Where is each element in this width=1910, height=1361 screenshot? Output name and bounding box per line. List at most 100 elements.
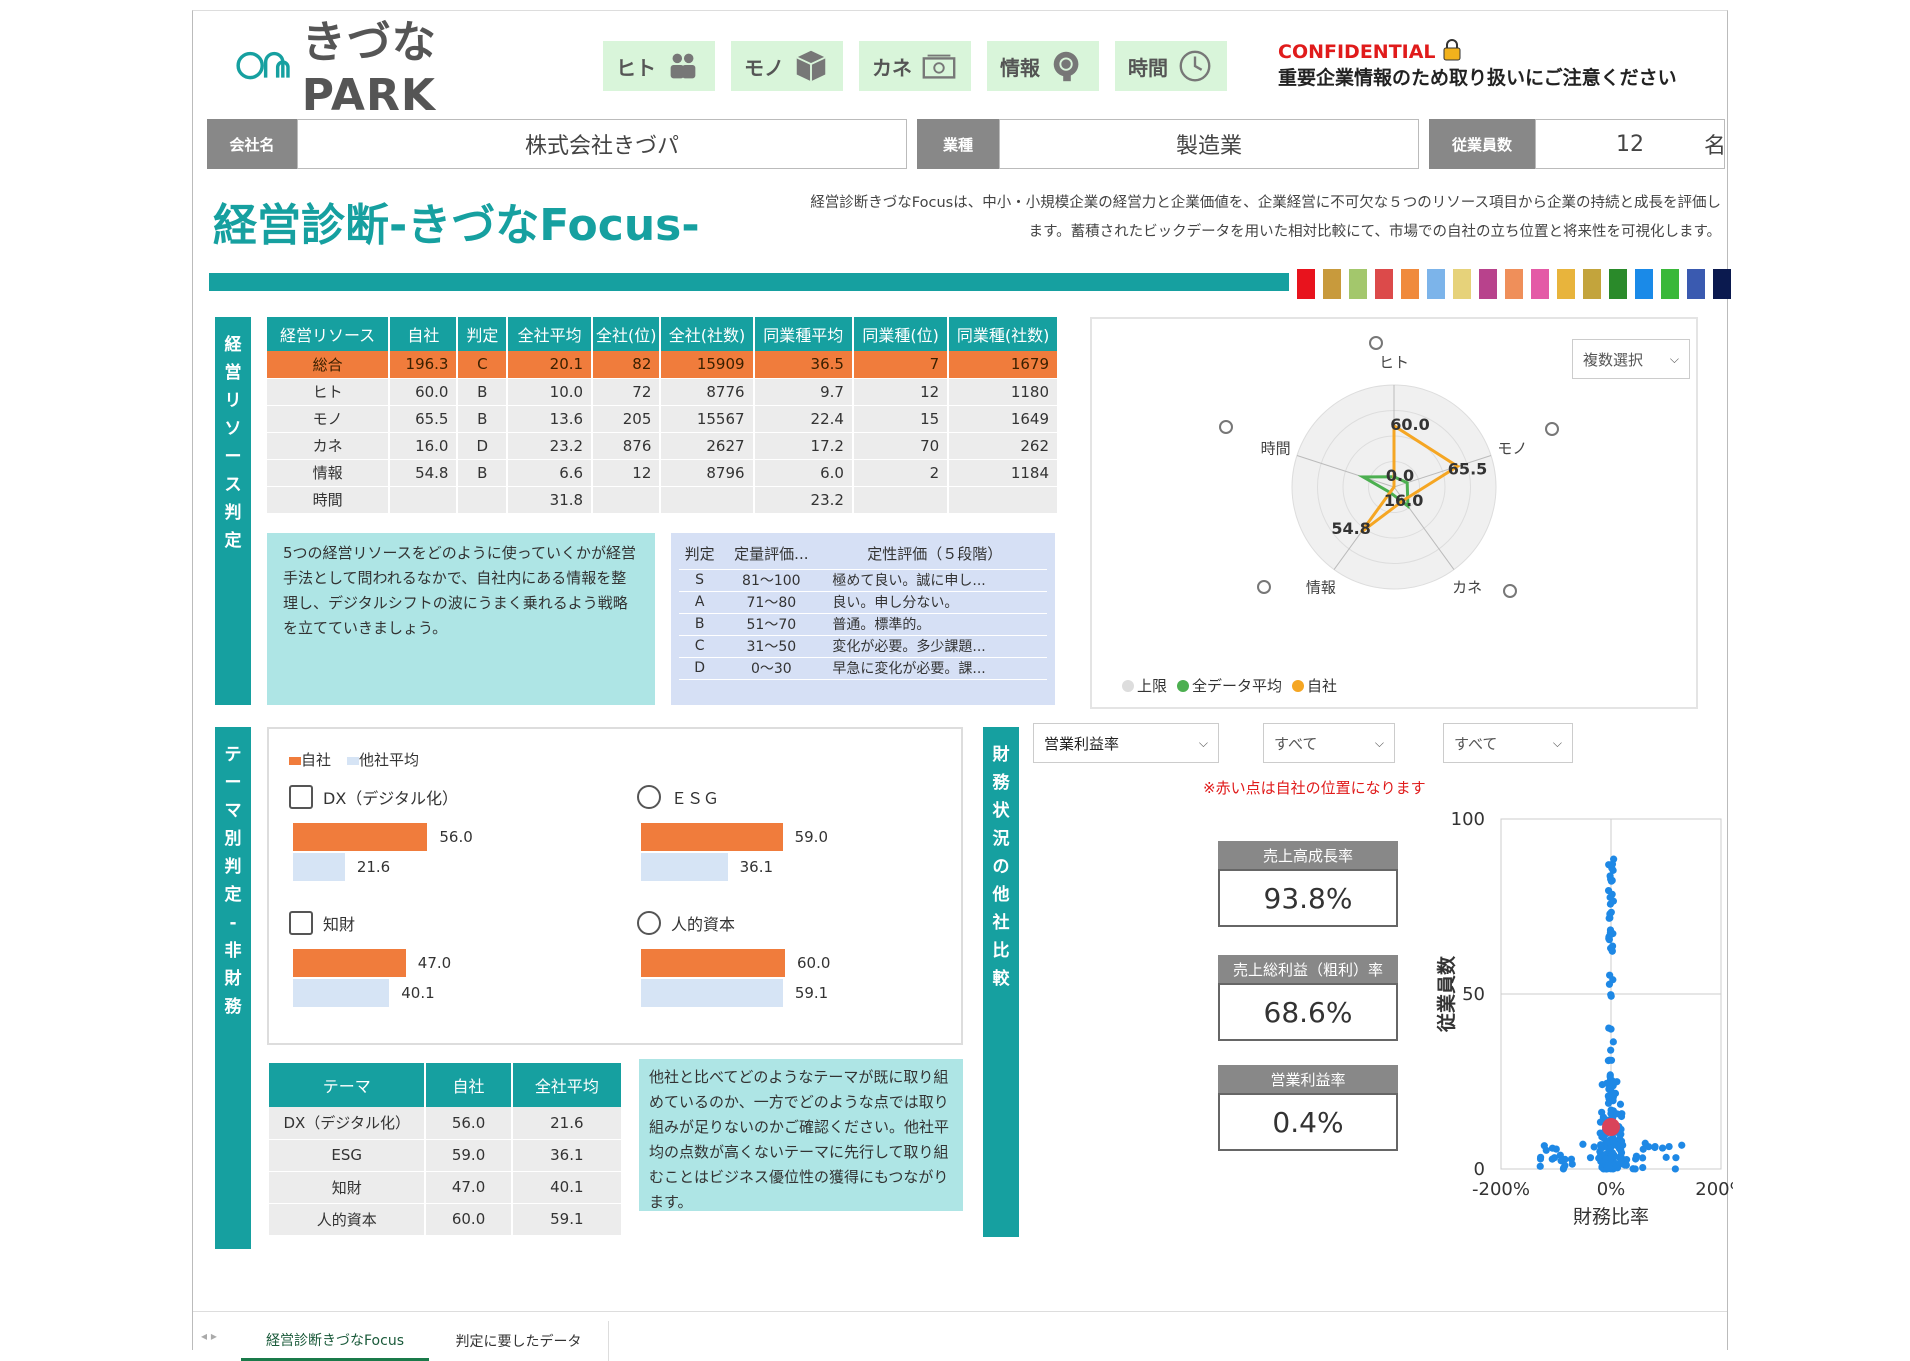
color-swatches	[1297, 269, 1731, 299]
theme-cell: DX（デジタル化）	[269, 1107, 427, 1140]
theme-bar-value: 21.6	[356, 858, 391, 876]
theme-bar-header: ＥＳＧ	[637, 785, 963, 809]
resource-row: 情報 54.8 B 6.6 12 8796 6.0 2 1184	[267, 459, 1059, 487]
resource-header-cell: 全社平均	[507, 317, 594, 351]
kpi-operating-margin-value: 0.4%	[1218, 1093, 1398, 1151]
color-swatch	[1323, 269, 1341, 299]
tab-focus[interactable]: 経営診断きづなFocus	[241, 1321, 429, 1361]
theme-row: DX（デジタル化） 56.0 21.6	[269, 1107, 624, 1140]
resource-row: モノ 65.5 B 13.6 205 15567 22.4 15 1649	[267, 405, 1059, 433]
resource-cell	[457, 486, 509, 514]
legend-text: 上限	[1137, 677, 1168, 695]
scatter-point	[1641, 1139, 1649, 1147]
resource-cell: B	[457, 405, 509, 433]
theme-bar-panel: 自社 他社平均 DX（デジタル化） 56.0 21.6 ＥＳＧ 59.0 36.1 知財 47…	[267, 727, 963, 1045]
employees-field[interactable]: 12 名	[1535, 119, 1727, 169]
lock-icon	[1443, 39, 1461, 61]
scatter-point	[1662, 1153, 1670, 1161]
scatter-point	[1606, 910, 1614, 918]
employees-unit: 名	[1704, 134, 1727, 159]
color-swatch	[1427, 269, 1445, 299]
theme-bar-group: DX（デジタル化） 56.0 21.6	[285, 785, 615, 905]
theme-bar-label: 人的資本	[671, 915, 736, 934]
side-label-char: 況	[992, 829, 1010, 849]
legend-header-cell: 判定	[679, 539, 721, 570]
scatter-point	[1556, 1151, 1564, 1159]
rating-legend-table: 判定 定量評価... 定性評価（５段階） S 81～100 極めて良い。誠に申し... A 7…	[671, 533, 1055, 705]
side-label-char: ー	[224, 773, 242, 793]
legend-text: 全データ平均	[1192, 677, 1283, 695]
confidential-message: 重要企業情報のため取り扱いにご注意ください	[1278, 67, 1677, 89]
side-label-char: 務	[992, 773, 1010, 793]
nav-kane-button[interactable]: カネ	[859, 41, 971, 91]
legend-cell: D	[679, 657, 721, 680]
resource-cell: 16.0	[389, 432, 459, 460]
theme-bar-row: 40.1	[293, 979, 435, 1007]
scatter-point	[1609, 866, 1617, 874]
nav-hito-label: ヒト	[616, 55, 656, 80]
legend-cell: C	[679, 635, 721, 658]
chevron-down-icon: ⌵	[1552, 735, 1562, 750]
theme-cell: 59.1	[511, 1203, 624, 1236]
scatter-point	[1598, 1108, 1606, 1116]
title-underline	[209, 273, 1289, 291]
theme-bar-value: 56.0	[439, 828, 473, 846]
resource-cell: 54.8	[389, 459, 459, 487]
finance-metric-dropdown[interactable]: 営業利益率 ⌵	[1033, 723, 1219, 763]
industry-field[interactable]: 製造業	[999, 119, 1419, 169]
logo[interactable]: きづなPARK	[233, 17, 533, 121]
scatter-point	[1671, 1165, 1679, 1173]
theme-cell: 40.1	[511, 1171, 624, 1204]
resource-cell: D	[457, 432, 509, 460]
theme-table: テーマ 自社 全社平均 DX（デジタル化） 56.0 21.6 ESG 59.0 36.1 知財…	[269, 1063, 624, 1236]
legend-dot	[1122, 679, 1134, 692]
nav-jikan-button[interactable]: 時間	[1115, 41, 1227, 91]
resource-cell: 2	[852, 459, 950, 487]
theme-row: ESG 59.0 36.1	[269, 1139, 624, 1172]
side-label-char: ソ	[224, 419, 242, 439]
radar-series-avg	[1357, 475, 1410, 510]
resource-row: カネ 16.0 D 23.2 876 2627 17.2 70 262	[267, 432, 1059, 460]
scatter-point	[1557, 1157, 1565, 1165]
tab-scroll-arrows[interactable]: ◂ ▸	[201, 1329, 217, 1343]
resource-cell: カネ	[267, 432, 391, 460]
theme-bar-header: 知財	[289, 911, 615, 935]
scatter-point	[1604, 1137, 1612, 1146]
brain-icon	[1053, 51, 1079, 82]
radar-multiselect-dropdown[interactable]: 複数選択 ⌵	[1572, 339, 1690, 379]
resource-cell: 70	[852, 432, 950, 460]
scatter-point	[1607, 1046, 1615, 1054]
side-label-char: 財	[992, 745, 1010, 765]
scatter-point	[1615, 1144, 1623, 1153]
filter-dropdown-2[interactable]: すべて ⌵	[1443, 723, 1573, 763]
sheet-frame: きづなPARK ヒト モノ カネ 情報 時間 CONFIDENTIAL 重要企業…	[192, 10, 1733, 1361]
scatter-point	[1590, 1143, 1598, 1151]
theme-header-cell: テーマ	[269, 1063, 427, 1107]
side-label-char: 較	[992, 969, 1010, 989]
radar-dropdown-label: 複数選択	[1583, 350, 1644, 369]
legend-cell: 51～70	[720, 613, 823, 636]
scatter-point	[1604, 886, 1613, 895]
company-name-field[interactable]: 株式会社きづパ	[297, 119, 907, 169]
scatter-point	[1548, 1155, 1556, 1163]
nav-hito-button[interactable]: ヒト	[603, 41, 715, 91]
radar-data-label: 0.0	[1386, 466, 1414, 485]
theme-bar-others	[641, 853, 728, 881]
radar-legend-item: 全データ平均	[1177, 675, 1282, 696]
resource-cell: 23.2	[507, 432, 594, 460]
scatter-point	[1596, 1118, 1605, 1126]
dx-chart-icon	[289, 785, 313, 809]
resource-cell: 1180	[948, 378, 1059, 406]
resource-cell: 12	[592, 459, 662, 487]
scatter-ytick: 0	[1474, 1159, 1485, 1180]
filter-dropdown-1[interactable]: すべて ⌵	[1263, 723, 1395, 763]
tab-data[interactable]: 判定に要したデータ	[429, 1321, 609, 1361]
theme-row: 知財 47.0 40.1	[269, 1171, 624, 1204]
nav-mono-button[interactable]: モノ	[731, 41, 843, 91]
theme-side-label: テーマ別判定 - 非財務	[215, 727, 251, 1249]
resource-cell: 196.3	[389, 351, 459, 379]
nav-joho-button[interactable]: 情報	[987, 41, 1099, 91]
color-swatch	[1349, 269, 1367, 299]
resource-cell: 82	[592, 351, 662, 379]
